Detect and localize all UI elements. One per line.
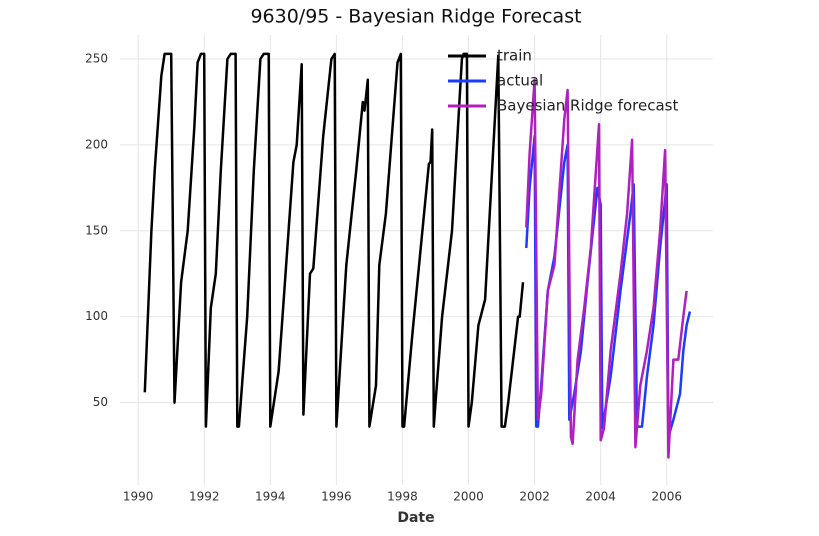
legend-label: actual — [497, 72, 543, 90]
y-tick-label: 150 — [85, 223, 108, 237]
y-tick-label: 250 — [85, 52, 108, 66]
y-tick-label: 200 — [85, 137, 108, 151]
x-tick-label: 1994 — [255, 490, 286, 504]
series-line — [525, 78, 688, 459]
x-tick-label: 2006 — [651, 490, 682, 504]
series-line — [143, 52, 525, 428]
y-tick-label: 100 — [85, 309, 108, 323]
x-tick-label: 2004 — [585, 490, 616, 504]
legend-label: Bayesian Ridge forecast — [497, 97, 678, 115]
x-axis-label: Date — [397, 510, 434, 526]
x-tick-label: 1996 — [321, 490, 352, 504]
x-tick-label: 1992 — [189, 490, 220, 504]
x-tick-label: 2000 — [453, 490, 484, 504]
x-tick-label: 1990 — [123, 490, 154, 504]
chart-title: 9630/95 - Bayesian Ridge Forecast — [250, 6, 581, 28]
x-tick-label: 1998 — [387, 490, 418, 504]
x-tick-label: 2002 — [519, 490, 550, 504]
legend-label: train — [497, 47, 532, 65]
y-tick-label: 50 — [93, 395, 108, 409]
